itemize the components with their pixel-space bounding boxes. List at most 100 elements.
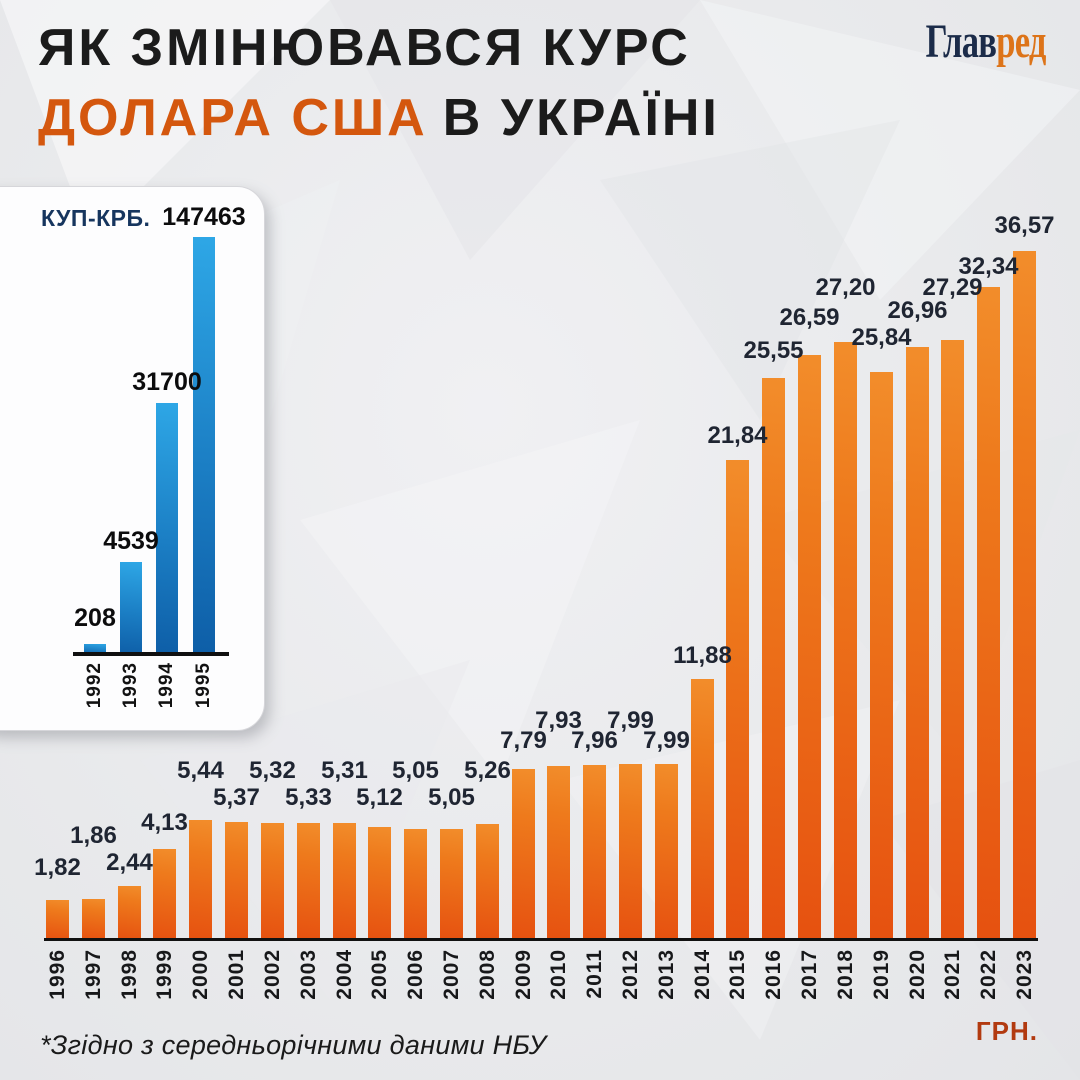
bar-column-2007: 5,05 2007 [428, 0, 475, 1000]
inset-bar-column-1992: 208 1992 [74, 201, 116, 709]
main-chart-hryvnia: 1,82 1996 1,86 1997 2,44 1998 4,13 1999 5,44 2000… [34, 0, 1054, 1000]
bar-year-2004: 2004 [332, 949, 356, 1000]
bar-column-2014: 11,88 2014 [673, 0, 732, 1000]
bar-2018 [834, 342, 857, 940]
bar-column-2009: 7,79 2009 [500, 0, 547, 1000]
bar-year-1999: 1999 [152, 949, 176, 1000]
bar-year-1996: 1996 [45, 949, 69, 1000]
page-title-rest: В УКРАЇНІ [442, 89, 720, 147]
bar-value-2015: 21,84 [707, 422, 768, 449]
unit-label-grn: ГРН. [975, 1016, 1038, 1046]
inset-chart-x-axis [73, 652, 229, 656]
page-title-line-1: ЯК ЗМІНЮВАВСЯ КУРС [38, 19, 691, 77]
bar-year-2009: 2009 [511, 949, 535, 1000]
bar-2007 [440, 829, 463, 940]
bar-year-2011: 2011 [582, 949, 606, 999]
bar-value-2016: 25,55 [743, 337, 804, 364]
bar-value-2018: 27,20 [815, 274, 876, 301]
inset-bar-value-1992: 208 [74, 604, 116, 632]
bar-2022 [977, 287, 1000, 940]
bar-column-1997: 1,86 1997 [70, 0, 117, 1000]
bar-year-2000: 2000 [188, 949, 212, 1000]
bar-column-2021: 27,29 2021 [922, 0, 982, 1000]
bar-value-2013: 7,99 [643, 727, 690, 754]
bar-column-2004: 5,31 2004 [321, 0, 368, 1000]
bar-2017 [798, 355, 821, 940]
bar-2001 [225, 822, 248, 940]
inset-bar-column-1993: 4539 1993 [103, 201, 159, 709]
bar-2014 [691, 679, 714, 940]
bar-column-1998: 2,44 1998 [106, 0, 153, 1000]
bar-year-2002: 2002 [260, 949, 284, 1000]
inset-bar-value-1993: 4539 [103, 527, 159, 555]
bar-column-2016: 25,55 2016 [743, 0, 803, 1000]
bar-column-2023: 36,57 2023 [994, 0, 1054, 1000]
bar-year-2016: 2016 [761, 949, 785, 1000]
bar-2004 [333, 823, 356, 940]
bar-column-2019: 25,84 2019 [851, 0, 911, 1000]
inset-bar-year-1992: 1992 [84, 662, 105, 709]
page-title-highlight: ДОЛАРА США [38, 89, 428, 147]
bar-year-2006: 2006 [403, 949, 427, 1000]
bar-year-2014: 2014 [690, 949, 714, 1000]
bar-value-2019: 25,84 [851, 324, 912, 351]
bar-year-2003: 2003 [296, 949, 320, 1000]
bar-value-2023: 36,57 [994, 212, 1055, 239]
inset-bar-1995 [193, 237, 215, 655]
bar-2008 [476, 824, 499, 940]
bar-column-2006: 5,05 2006 [392, 0, 439, 1000]
footnote: *Згідно з середньорічними даними НБУ [40, 1030, 547, 1060]
bar-column-2018: 27,20 2018 [815, 0, 875, 1000]
bar-2009 [512, 769, 535, 940]
bar-value-2017: 26,59 [779, 304, 840, 331]
inset-bar-year-1994: 1994 [156, 662, 177, 709]
page-title-line-2: ДОЛАРА США В УКРАЇНІ [38, 92, 720, 144]
inset-unit-label: КУП-КРБ. [41, 205, 151, 231]
bar-value-2007: 5,05 [428, 784, 475, 811]
bar-year-2010: 2010 [546, 949, 570, 1000]
bar-2011 [583, 765, 606, 940]
bar-2016 [762, 378, 785, 940]
bar-column-2017: 26,59 2017 [779, 0, 839, 1000]
bar-year-2017: 2017 [797, 949, 821, 1000]
bar-column-2008: 5,26 2008 [464, 0, 511, 1000]
bar-column-2010: 7,93 2010 [535, 0, 582, 1000]
bar-1997 [82, 899, 105, 940]
bar-value-2020: 26,96 [887, 297, 948, 324]
bar-1998 [118, 886, 141, 940]
main-chart-x-axis [44, 938, 1038, 941]
bar-year-2018: 2018 [833, 949, 857, 1000]
bar-value-1996: 1,82 [34, 854, 81, 881]
inset-bar-value-1994: 31700 [132, 368, 202, 396]
bar-year-2015: 2015 [725, 949, 749, 1000]
bar-2021 [941, 340, 964, 940]
bar-year-2022: 2022 [976, 949, 1000, 1000]
bar-2012 [619, 764, 642, 940]
inset-card: КУП-КРБ. 208 1992 4539 1993 31700 1994 147463 1… [0, 186, 265, 731]
bar-column-2013: 7,99 2013 [643, 0, 690, 1000]
bar-2010 [547, 766, 570, 940]
bar-year-1997: 1997 [81, 949, 105, 1000]
bar-2000 [189, 820, 212, 940]
inset-bar-1993 [120, 562, 142, 655]
bar-year-2023: 2023 [1012, 949, 1036, 1000]
bar-2019 [870, 372, 893, 940]
bar-2002 [261, 823, 284, 940]
bar-year-2012: 2012 [618, 949, 642, 1000]
bar-year-2021: 2021 [940, 949, 964, 1000]
bar-column-2012: 7,99 2012 [607, 0, 654, 1000]
inset-chart-karbovanets: 208 1992 4539 1993 31700 1994 147463 1995 [73, 201, 246, 709]
logo: Главред [926, 18, 1047, 66]
bar-column-2011: 7,96 2011 [571, 0, 618, 999]
inset-bar-column-1994: 31700 1994 [132, 201, 202, 709]
bar-1996 [46, 900, 69, 940]
bar-2023 [1013, 251, 1036, 940]
bar-2013 [655, 764, 678, 940]
bar-value-2014: 11,88 [673, 642, 732, 669]
bar-column-2003: 5,33 2003 [285, 0, 332, 1000]
bar-2020 [906, 347, 929, 940]
inset-bar-1992 [84, 644, 106, 655]
bar-value-2008: 5,26 [464, 757, 511, 784]
bar-year-2001: 2001 [224, 949, 248, 1000]
